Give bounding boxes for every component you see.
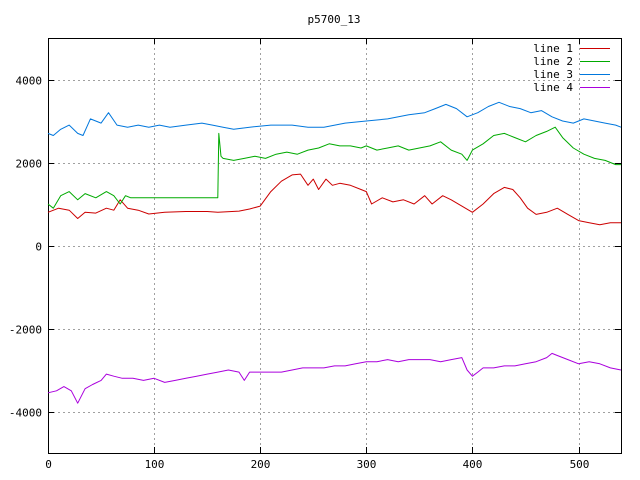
x-tick-label: 200 bbox=[251, 458, 271, 471]
y-tick-label: 0 bbox=[35, 241, 42, 254]
x-tick-label: 100 bbox=[145, 458, 165, 471]
legend-label: line 4 bbox=[533, 81, 573, 94]
x-tick-label: 0 bbox=[45, 458, 52, 471]
legend-label: line 3 bbox=[533, 68, 573, 81]
series-line-4 bbox=[47, 352, 622, 404]
y-tick-label: 4000 bbox=[16, 75, 43, 88]
y-tick-label: 2000 bbox=[16, 158, 43, 171]
y-tick-label: -4000 bbox=[9, 407, 42, 420]
chart-title: p5700_13 bbox=[308, 13, 361, 26]
data-series bbox=[47, 101, 622, 404]
grid-lines bbox=[48, 38, 621, 453]
series-line-2 bbox=[47, 126, 621, 209]
series-line-3 bbox=[47, 101, 622, 136]
x-tick-label: 300 bbox=[357, 458, 377, 471]
y-tick-label: -2000 bbox=[9, 324, 42, 337]
axis-ticks: 0 100 200 300 400 500 -4000 -2000 0 2000 4000 bbox=[9, 38, 621, 471]
x-tick-label: 500 bbox=[570, 458, 590, 471]
legend-label: line 2 bbox=[533, 55, 573, 68]
x-tick-label: 400 bbox=[463, 458, 483, 471]
series-line-1 bbox=[47, 173, 621, 226]
legend-label: line 1 bbox=[533, 42, 573, 55]
